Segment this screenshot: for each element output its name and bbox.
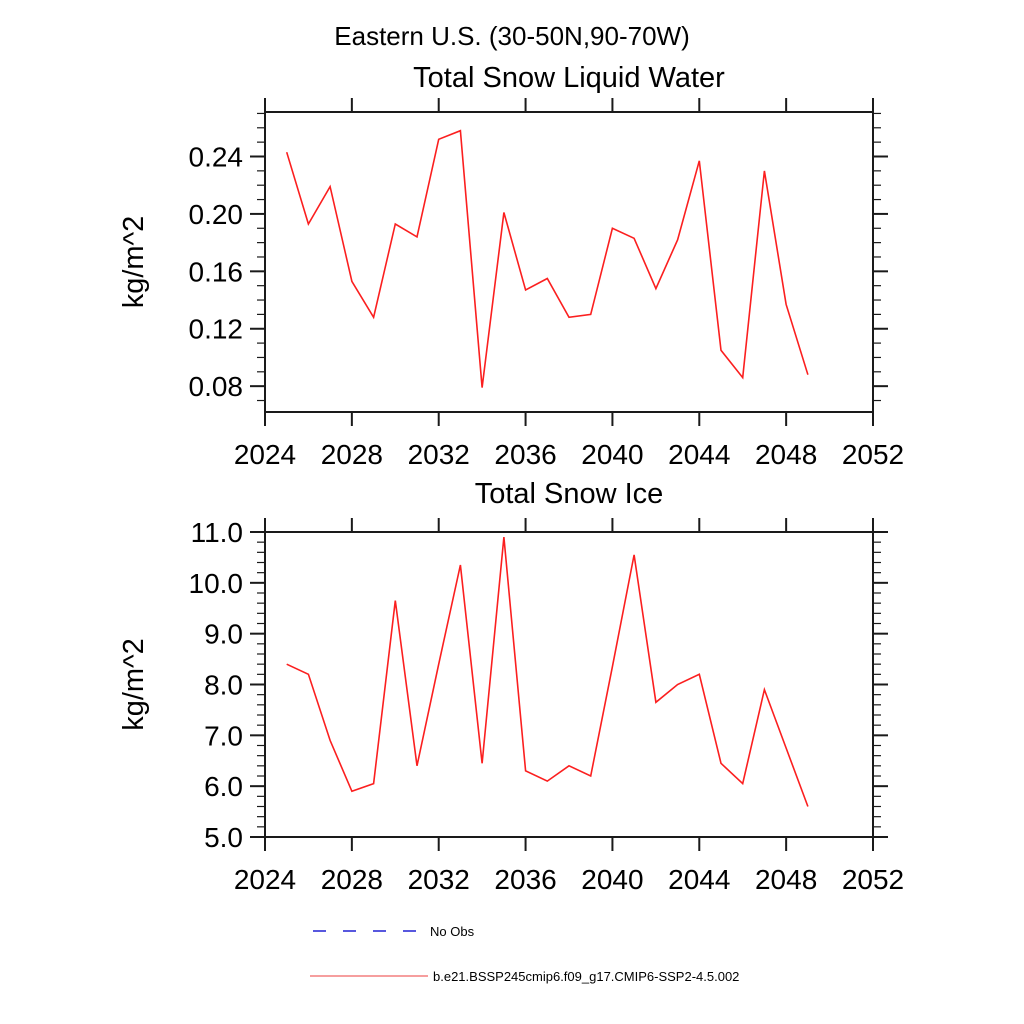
chart-title: Total Snow Ice (475, 478, 664, 510)
legend-item: No Obs (313, 924, 475, 939)
x-tick-label: 2028 (321, 439, 383, 470)
x-tick-label: 2040 (581, 864, 643, 895)
y-tick-label: 8.0 (204, 670, 243, 701)
legend-label: b.e21.BSSP245cmip6.f09_g17.CMIP6-SSP2-4.… (433, 969, 739, 984)
data-line (286, 537, 809, 807)
legend-label: No Obs (430, 924, 475, 939)
legend-item: b.e21.BSSP245cmip6.f09_g17.CMIP6-SSP2-4.… (310, 969, 739, 984)
y-tick-label: 6.0 (204, 771, 243, 802)
y-axis-label: kg/m^2 (118, 638, 150, 731)
x-tick-label: 2024 (234, 439, 296, 470)
y-axis-label: kg/m^2 (118, 216, 150, 309)
x-tick-label: 2044 (668, 864, 730, 895)
x-tick-label: 2044 (668, 439, 730, 470)
y-tick-label: 9.0 (204, 619, 243, 650)
x-tick-label: 2024 (234, 864, 296, 895)
y-tick-label: 0.16 (189, 256, 244, 287)
plot-frame (264, 531, 874, 838)
x-tick-label: 2036 (494, 864, 556, 895)
chart-snow-liquid-water: 0.08 0.12 0.16 0.20 0.24 2024 2028 2032 2036 2040… (118, 62, 904, 470)
legend: No Obs b.e21.BSSP245cmip6.f09_g17.CMIP6-S… (310, 924, 739, 984)
x-tick-label: 2040 (581, 439, 643, 470)
y-tick-label: 0.20 (189, 199, 244, 230)
x-tick-label: 2048 (755, 439, 817, 470)
charts-group: 0.08 0.12 0.16 0.20 0.24 2024 2028 2032 2036 2040… (118, 62, 904, 895)
chart-title: Total Snow Liquid Water (413, 62, 725, 94)
x-tick-label: 2028 (321, 864, 383, 895)
x-tick-label: 2036 (494, 439, 556, 470)
x-tick-label: 2052 (842, 864, 904, 895)
y-tick-label: 5.0 (204, 822, 243, 853)
x-tick-label: 2048 (755, 864, 817, 895)
x-tick-label: 2052 (842, 439, 904, 470)
figure-suptitle: Eastern U.S. (30-50N,90-70W) (334, 21, 689, 51)
y-tick-label: 0.08 (189, 371, 244, 402)
x-tick-label: 2032 (408, 439, 470, 470)
x-tick-label: 2032 (408, 864, 470, 895)
y-tick-label: 10.0 (189, 568, 244, 599)
data-line (285, 129, 809, 388)
y-tick-label: 7.0 (204, 720, 243, 751)
chart-snow-ice: 5.0 6.0 7.0 8.0 9.0 10.0 11.0 2024 2028 2032 2036 2… (118, 478, 904, 895)
y-tick-label: 0.12 (189, 314, 244, 345)
plot-frame (264, 111, 874, 413)
y-tick-label: 0.24 (189, 141, 244, 172)
y-tick-label: 11.0 (191, 517, 243, 548)
